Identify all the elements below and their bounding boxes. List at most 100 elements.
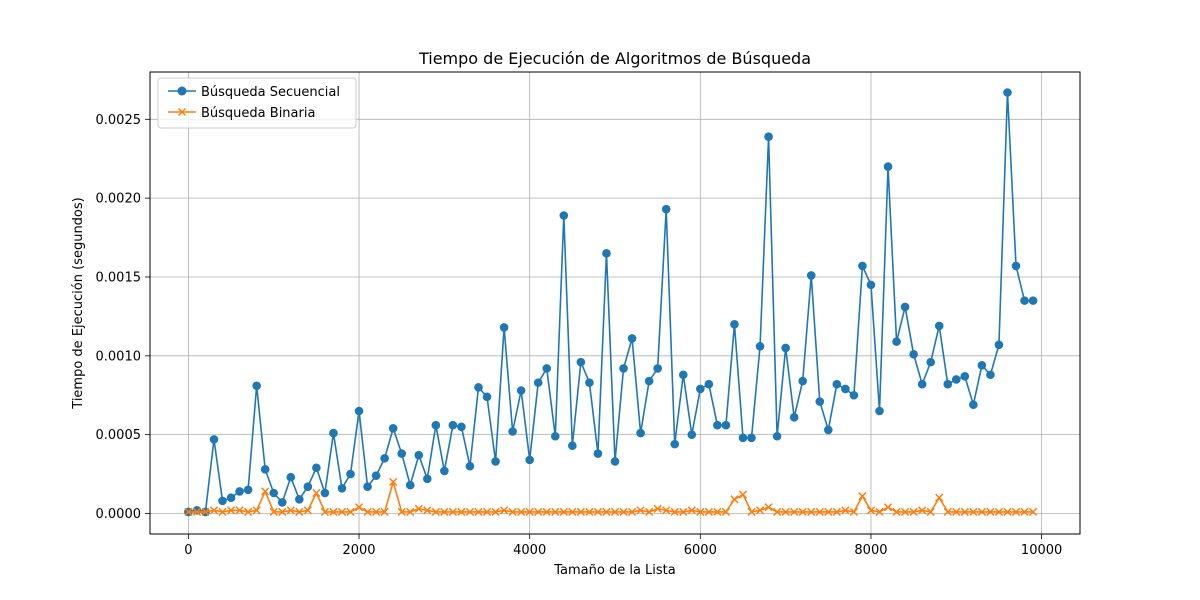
legend: Búsqueda Secuencial Búsqueda Binaria xyxy=(157,77,357,129)
data-point-binaria xyxy=(875,507,884,517)
data-point-binaria xyxy=(508,507,517,517)
data-point-secuencial xyxy=(337,483,347,493)
data-point-binaria xyxy=(781,507,790,517)
data-point-secuencial xyxy=(448,420,458,430)
data-point-binaria xyxy=(371,507,381,517)
x-axis-label: Tamaño de la Lista xyxy=(553,563,676,578)
data-point-secuencial xyxy=(772,431,782,441)
x-tick-label: 10000 xyxy=(1021,543,1062,558)
data-point-secuencial xyxy=(585,378,594,387)
data-point-binaria xyxy=(832,507,841,517)
data-point-secuencial xyxy=(269,488,279,498)
data-point-secuencial xyxy=(329,428,338,438)
data-point-binaria xyxy=(269,507,278,517)
chart-title: Tiempo de Ejecución de Algoritmos de Bús… xyxy=(418,49,811,68)
data-point-secuencial xyxy=(713,420,722,430)
data-point-secuencial xyxy=(883,162,893,171)
data-point-binaria xyxy=(337,507,347,517)
data-point-binaria xyxy=(534,507,543,517)
data-point-secuencial xyxy=(764,132,773,141)
data-point-secuencial xyxy=(568,441,577,450)
data-point-secuencial xyxy=(192,506,202,515)
data-point-secuencial xyxy=(755,342,765,351)
data-point-secuencial xyxy=(926,357,935,367)
data-point-secuencial xyxy=(994,340,1004,350)
legend-label-secuencial: Búsqueda Secuencial xyxy=(201,85,340,100)
data-point-secuencial xyxy=(243,485,253,495)
data-point-secuencial xyxy=(781,343,790,353)
data-point-secuencial xyxy=(653,364,662,373)
data-point-binaria xyxy=(320,507,330,517)
legend-label-binaria: Búsqueda Binaria xyxy=(201,106,315,121)
data-point-binaria xyxy=(329,507,338,517)
data-point-secuencial xyxy=(312,463,321,473)
data-point-secuencial xyxy=(721,420,731,430)
y-axis-label: Tiempo de Ejecución (segundos) xyxy=(71,197,86,409)
data-point-secuencial xyxy=(798,376,808,386)
data-point-secuencial xyxy=(414,450,424,460)
data-point-secuencial xyxy=(1020,296,1029,305)
data-point-secuencial xyxy=(431,420,441,430)
data-point-binaria xyxy=(218,507,227,517)
data-point-binaria xyxy=(235,506,244,515)
data-point-binaria xyxy=(568,507,577,517)
data-point-binaria xyxy=(918,506,927,515)
data-point-binaria xyxy=(517,507,526,517)
data-point-secuencial xyxy=(542,364,552,373)
data-point-binaria xyxy=(824,507,833,517)
data-point-secuencial xyxy=(260,465,270,474)
data-point-binaria xyxy=(192,507,202,517)
data-point-secuencial xyxy=(218,496,227,506)
data-point-secuencial xyxy=(960,372,970,381)
data-point-secuencial xyxy=(320,488,330,498)
data-point-secuencial xyxy=(696,384,705,394)
data-point-binaria xyxy=(815,507,824,517)
axis-ticks: 0 2000 4000 6000 8000 10000 0.0000 0.0005 0.0010… xyxy=(96,113,1063,558)
data-point-binaria xyxy=(883,503,893,512)
data-point-binaria xyxy=(380,507,389,517)
data-point-binaria xyxy=(662,506,671,515)
data-point-secuencial xyxy=(363,482,372,491)
data-point-secuencial xyxy=(789,413,799,422)
data-point-secuencial xyxy=(252,381,261,391)
data-point-secuencial xyxy=(559,211,569,220)
data-point-binaria xyxy=(696,507,705,517)
data-point-binaria xyxy=(721,507,731,517)
y-tick-label: 0.0015 xyxy=(96,270,142,285)
data-point-secuencial xyxy=(977,360,987,370)
data-point-binaria xyxy=(610,507,620,517)
data-point-binaria xyxy=(354,503,364,512)
data-point-binaria xyxy=(627,507,637,517)
data-point-secuencial xyxy=(738,433,748,443)
data-point-binaria xyxy=(960,507,969,517)
data-point-secuencial xyxy=(806,271,816,280)
data-point-secuencial xyxy=(730,319,739,329)
data-point-binaria xyxy=(636,506,645,515)
data-point-binaria xyxy=(261,487,270,496)
data-point-binaria xyxy=(730,495,739,504)
data-point-secuencial xyxy=(397,449,406,458)
data-point-binaria xyxy=(977,507,987,517)
data-point-binaria xyxy=(704,507,713,517)
data-point-secuencial xyxy=(900,302,910,312)
x-tick-label: 2000 xyxy=(342,543,375,558)
data-point-secuencial xyxy=(226,493,236,503)
data-point-secuencial xyxy=(550,431,560,441)
data-point-binaria xyxy=(397,507,406,517)
data-point-binaria xyxy=(772,507,782,517)
data-point-binaria xyxy=(363,507,372,517)
data-point-binaria xyxy=(713,507,722,517)
data-point-secuencial xyxy=(678,370,688,380)
data-point-binaria xyxy=(414,504,423,513)
data-point-secuencial xyxy=(303,482,313,491)
data-point-secuencial xyxy=(875,406,884,416)
data-point-binaria xyxy=(278,507,287,517)
data-point-binaria xyxy=(593,507,603,517)
data-point-secuencial xyxy=(934,321,944,331)
data-point-binaria xyxy=(303,506,312,515)
data-point-binaria xyxy=(841,506,850,515)
data-point-secuencial xyxy=(661,204,671,214)
data-point-secuencial xyxy=(499,323,509,332)
data-point-binaria xyxy=(807,507,816,517)
